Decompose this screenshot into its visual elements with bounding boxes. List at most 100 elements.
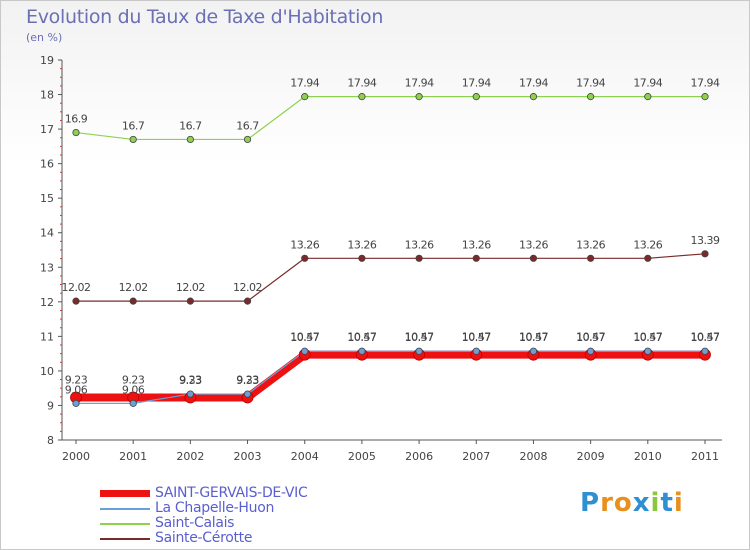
y-tick-label: 12: [40, 296, 54, 309]
data-label: 10.47: [290, 331, 319, 344]
data-label: 9.23: [236, 374, 259, 387]
data-label: 13.26: [347, 238, 376, 251]
x-tick-label: 2010: [634, 450, 662, 463]
data-label: 10.47: [633, 331, 662, 344]
x-tick-label: 2008: [519, 450, 547, 463]
series-line-saint-gervais-de-vic: [72, 350, 709, 402]
data-point: [644, 254, 652, 262]
data-point: [72, 128, 80, 137]
legend-swatch: [100, 490, 150, 497]
data-label: 10.47: [347, 331, 376, 344]
data-point: [587, 347, 595, 355]
y-tick-label: 18: [40, 89, 54, 102]
data-label: 10.47: [691, 331, 720, 344]
logo-letter: P: [580, 488, 601, 518]
data-label: 9.23: [65, 374, 88, 387]
data-label: 12.02: [233, 281, 262, 294]
data-label: 13.39: [691, 234, 720, 247]
data-label: 10.47: [405, 331, 434, 344]
data-label: 10.57: [405, 331, 434, 344]
data-label: 13.26: [462, 238, 491, 251]
logo-letter: o: [613, 488, 633, 518]
data-point: [587, 93, 595, 101]
data-label: 10.47: [462, 331, 491, 344]
data-point: [358, 347, 366, 355]
data-label: 16.7: [179, 119, 202, 132]
data-label: 16.7: [122, 119, 145, 132]
y-tick-label: 10: [40, 365, 54, 378]
proxiti-logo: Proxiti: [580, 488, 684, 518]
y-tick-label: 11: [40, 330, 54, 343]
data-label: 13.26: [405, 238, 434, 251]
x-tick-label: 2002: [176, 450, 204, 463]
y-tick-label: 19: [40, 54, 54, 67]
data-point: [472, 93, 480, 101]
data-label: 13.26: [633, 238, 662, 251]
y-tick-label: 17: [40, 123, 54, 136]
data-point: [415, 347, 423, 355]
data-point: [529, 347, 538, 355]
data-label: 12.02: [62, 281, 91, 294]
data-point: [186, 135, 194, 144]
data-label: 16.9: [65, 113, 88, 126]
data-point: [301, 93, 309, 101]
data-label: 17.94: [519, 77, 548, 90]
data-point: [243, 297, 252, 305]
x-tick-label: 2001: [119, 450, 147, 463]
logo-letter: i: [650, 488, 661, 518]
data-label: 12.02: [119, 281, 148, 294]
data-label: 13.26: [519, 238, 548, 251]
y-tick-label: 8: [47, 434, 54, 447]
data-label: 17.94: [405, 77, 434, 90]
x-tick-label: 2007: [462, 450, 490, 463]
data-point: [415, 93, 423, 101]
data-label: 10.47: [519, 331, 548, 344]
data-label: 13.26: [290, 238, 319, 251]
legend-swatch: [100, 523, 150, 525]
data-label: 17.94: [576, 77, 605, 90]
data-point: [701, 250, 709, 258]
data-point: [129, 297, 137, 305]
y-tick-label: 9: [47, 399, 54, 412]
series-line-la-chapelle-huon: [75, 350, 706, 404]
data-point: [701, 93, 709, 101]
x-tick-label: 2011: [691, 450, 719, 463]
data-label: 9.33: [179, 374, 202, 387]
data-label: 9.23: [179, 374, 202, 387]
logo-letter: i: [673, 488, 684, 518]
data-point: [358, 93, 366, 101]
x-tick-label: 2004: [291, 450, 319, 463]
logo-letter: r: [600, 488, 614, 518]
x-tick-label: 2005: [348, 450, 376, 463]
data-label: 17.94: [633, 77, 662, 90]
data-point: [129, 399, 137, 407]
data-point: [358, 254, 366, 262]
legend-swatch: [100, 508, 150, 510]
data-label: 10.57: [462, 331, 491, 344]
series-line-sainte-c-rotte: [75, 253, 706, 302]
x-tick-label: 2003: [234, 450, 262, 463]
legend-swatch: [100, 538, 150, 540]
chart-subtitle: (en %): [26, 31, 63, 44]
legend-label: La Chapelle-Huon: [155, 500, 275, 516]
data-point: [472, 254, 480, 262]
y-tick-label: 13: [40, 261, 54, 274]
data-label: 9.33: [236, 374, 259, 387]
x-tick-label: 2006: [405, 450, 433, 463]
data-label: 16.7: [236, 119, 259, 132]
y-tick-label: 14: [40, 227, 54, 240]
data-label: 17.94: [347, 77, 376, 90]
data-point: [301, 254, 309, 262]
data-label: 17.94: [462, 77, 491, 90]
data-point: [129, 135, 137, 144]
data-label: 17.94: [691, 77, 720, 90]
data-point: [529, 254, 538, 262]
y-tick-label: 15: [40, 192, 54, 205]
data-label: 12.02: [176, 281, 205, 294]
data-label: 9.06: [122, 383, 145, 396]
y-tick-label: 16: [40, 158, 54, 171]
data-label: 9.23: [122, 374, 145, 387]
data-point: [72, 399, 80, 407]
